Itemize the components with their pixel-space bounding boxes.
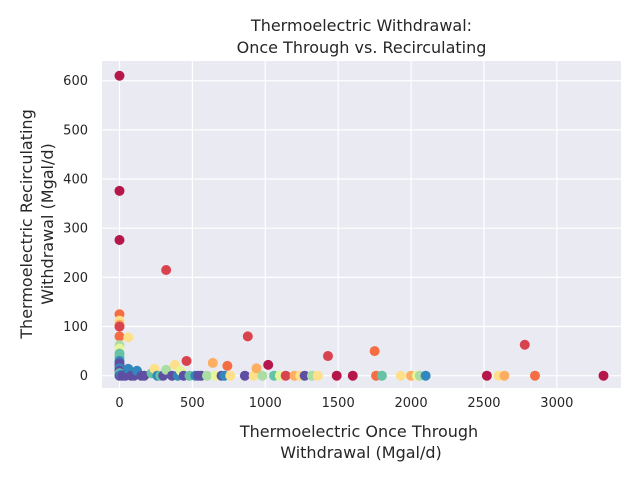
y-tick-label: 500 <box>63 123 88 138</box>
scatter-point <box>257 370 268 381</box>
y-tick-label: 100 <box>63 320 88 335</box>
x-tick-label: 2000 <box>395 396 428 411</box>
scatter-point <box>299 370 310 381</box>
scatter-point <box>181 355 192 366</box>
x-axis-label-line-2: Withdrawal (Mgal/d) <box>280 443 442 462</box>
y-axis-label-line-1: Thermoelectric Recirculating <box>17 109 36 339</box>
y-tick-label: 600 <box>63 74 88 89</box>
scatter-point <box>114 331 125 342</box>
scatter-point <box>263 359 274 370</box>
x-tick-label: 1000 <box>249 396 282 411</box>
y-tick-label: 200 <box>63 271 88 286</box>
scatter-point <box>420 370 431 381</box>
scatter-point <box>481 370 492 381</box>
scatter-point <box>222 360 233 371</box>
y-axis-ticks: 0 100 200 300 400 500 600 <box>63 74 88 384</box>
chart-title-line-1: Thermoelectric Withdrawal: <box>250 16 472 35</box>
scatter-point <box>239 370 250 381</box>
y-tick-label: 300 <box>63 222 88 237</box>
x-tick-label: 0 <box>115 396 123 411</box>
y-axis-label-line-2: Withdrawal (Mgal/d) <box>38 143 57 305</box>
scatter-point <box>369 346 380 357</box>
scatter-point <box>242 331 253 342</box>
scatter-point <box>161 264 172 275</box>
data-points <box>114 70 609 381</box>
x-tick-label: 500 <box>180 396 205 411</box>
x-axis-label-line-1: Thermoelectric Once Through <box>239 422 478 441</box>
scatter-point <box>114 70 125 81</box>
plot-area <box>102 61 621 388</box>
x-axis-ticks: 0 500 1000 1500 2000 2500 3000 <box>115 396 573 411</box>
scatter-point <box>331 370 342 381</box>
scatter-point <box>519 339 530 350</box>
scatter-point <box>598 370 609 381</box>
scatter-point <box>347 370 358 381</box>
chart-title-line-2: Once Through vs. Recirculating <box>237 38 487 57</box>
y-tick-label: 400 <box>63 173 88 188</box>
x-tick-label: 3000 <box>540 396 573 411</box>
scatter-point <box>225 370 236 381</box>
x-tick-label: 1500 <box>322 396 355 411</box>
scatter-point <box>123 332 134 343</box>
scatter-point <box>395 370 406 381</box>
y-tick-label: 0 <box>80 369 88 384</box>
x-tick-label: 2500 <box>467 396 500 411</box>
scatter-point <box>529 370 540 381</box>
scatter-point <box>322 351 333 362</box>
scatter-point <box>251 363 262 374</box>
scatter-point <box>376 370 387 381</box>
scatter-point <box>114 321 125 332</box>
scatter-point <box>499 370 510 381</box>
scatter-point <box>114 185 125 196</box>
scatter-point <box>114 234 125 245</box>
scatter-point <box>207 357 218 368</box>
scatter-point <box>312 370 323 381</box>
scatter-point <box>280 370 291 381</box>
scatter-point <box>201 370 212 381</box>
